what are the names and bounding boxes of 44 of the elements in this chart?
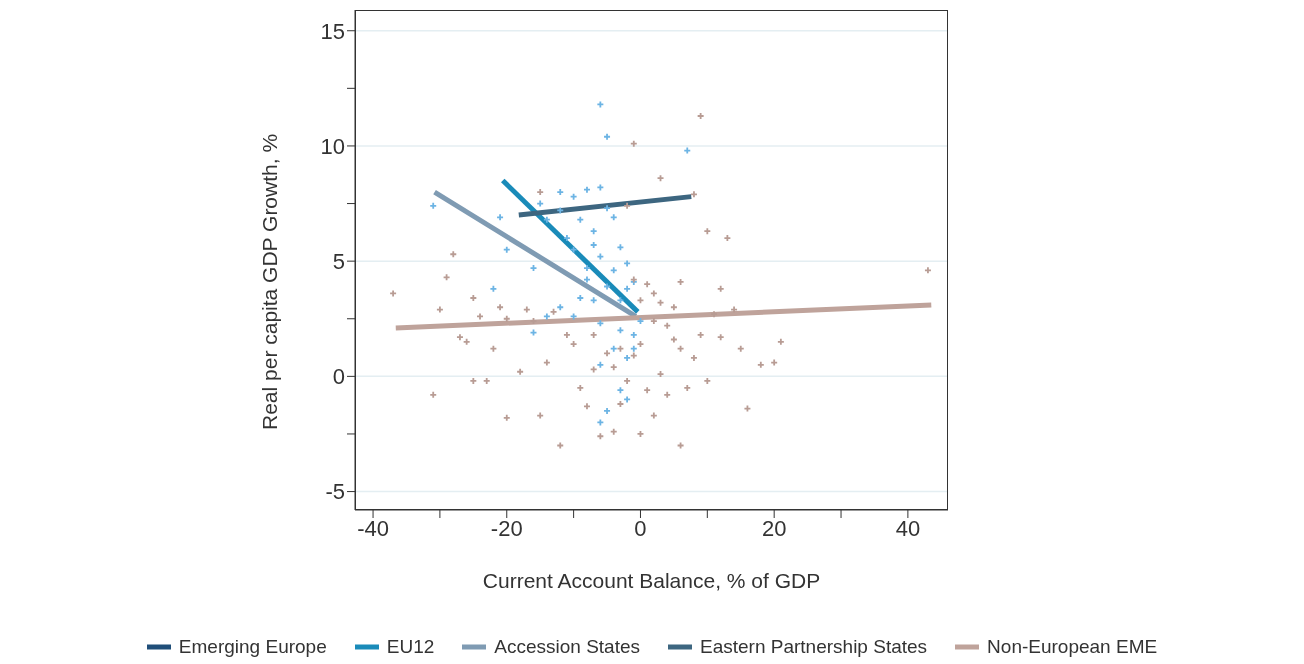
point xyxy=(603,204,611,213)
legend-label: Eastern Partnership States xyxy=(700,636,928,658)
point xyxy=(496,213,504,222)
point xyxy=(429,201,438,210)
x-axis-title: Current Account Balance, % of GDP xyxy=(482,569,821,592)
x-tick-label: -20 xyxy=(490,515,523,541)
point xyxy=(609,344,618,353)
point xyxy=(576,215,585,224)
point xyxy=(589,241,598,249)
x-tick-label: 0 xyxy=(634,515,647,541)
point xyxy=(556,303,565,312)
point xyxy=(603,407,611,415)
point xyxy=(589,227,598,236)
x-tick-label: 40 xyxy=(895,515,921,541)
point xyxy=(569,192,578,201)
point xyxy=(623,284,631,293)
point xyxy=(609,213,618,222)
point xyxy=(583,185,591,194)
y-tick-label: 15 xyxy=(320,18,345,44)
y-tick-label: 5 xyxy=(332,248,345,274)
y-tick-label: 10 xyxy=(320,133,345,159)
point xyxy=(603,132,611,141)
point xyxy=(596,319,605,328)
point xyxy=(589,296,598,305)
point xyxy=(542,215,551,224)
point xyxy=(502,245,511,254)
point xyxy=(556,188,565,196)
point xyxy=(596,360,605,369)
legend-label: Emerging Europe xyxy=(178,636,327,658)
point xyxy=(489,284,498,293)
y-tick-label: 0 xyxy=(332,364,345,390)
y-axis-title: Real per capita GDP Growth, % xyxy=(258,133,282,430)
point xyxy=(609,266,618,275)
point xyxy=(623,354,631,362)
x-tick-label: 20 xyxy=(761,515,787,541)
legend-label: Accession States xyxy=(494,636,641,658)
legend-label: Non-European EME xyxy=(987,636,1158,658)
x-tick-label: -40 xyxy=(357,515,389,541)
legend-label: EU12 xyxy=(386,636,435,658)
point xyxy=(576,294,585,302)
y-tick-label: -5 xyxy=(325,479,345,505)
point xyxy=(583,264,591,272)
point xyxy=(629,344,638,353)
point xyxy=(569,245,578,254)
